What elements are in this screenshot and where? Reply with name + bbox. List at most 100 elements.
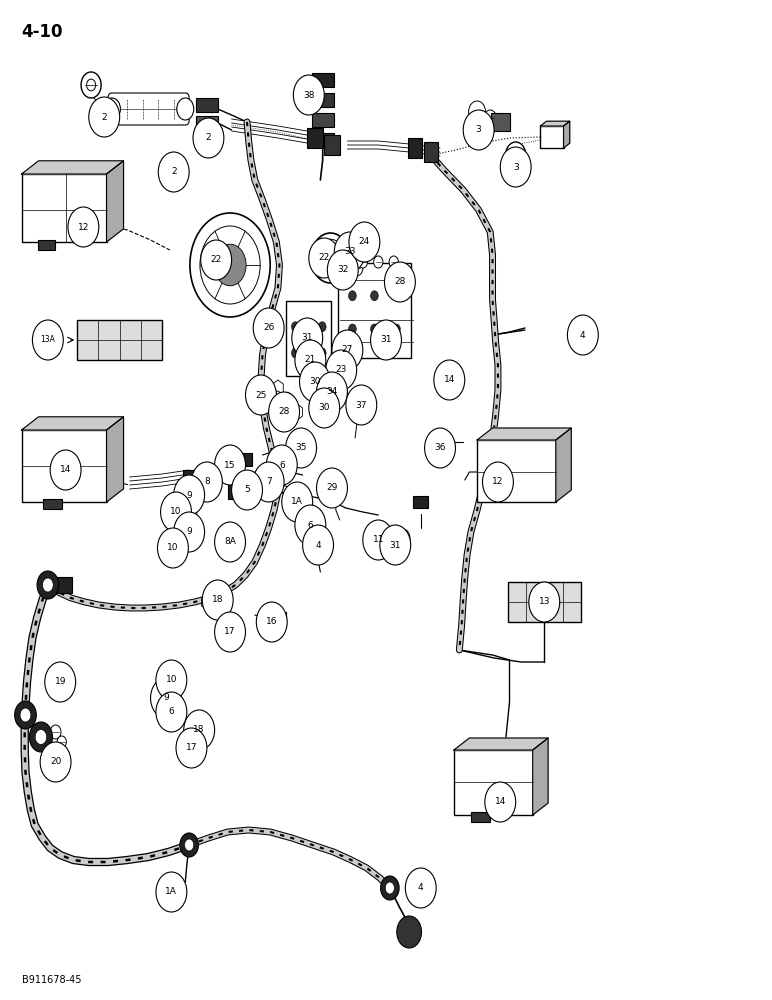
Text: 29: 29 <box>327 484 337 492</box>
Polygon shape <box>22 161 124 174</box>
Circle shape <box>156 692 187 732</box>
Text: 9: 9 <box>186 490 192 499</box>
Bar <box>477 440 556 502</box>
Polygon shape <box>201 594 212 610</box>
Text: 3: 3 <box>476 125 482 134</box>
Circle shape <box>286 428 317 468</box>
Circle shape <box>232 470 262 510</box>
Text: 14: 14 <box>495 798 506 806</box>
Bar <box>22 430 107 502</box>
Circle shape <box>346 385 377 425</box>
Polygon shape <box>273 380 283 396</box>
Circle shape <box>484 110 496 126</box>
Text: 35: 35 <box>296 444 306 452</box>
Circle shape <box>349 240 364 260</box>
Circle shape <box>292 318 323 358</box>
Circle shape <box>293 75 324 115</box>
Text: 4: 4 <box>580 330 586 340</box>
Text: 9: 9 <box>186 528 192 536</box>
Bar <box>312 133 334 147</box>
Circle shape <box>314 392 327 408</box>
Text: 4-10: 4-10 <box>22 23 63 41</box>
Text: 8: 8 <box>204 478 210 487</box>
Text: 3: 3 <box>513 162 519 172</box>
Circle shape <box>177 496 191 514</box>
Circle shape <box>363 520 394 560</box>
Circle shape <box>469 101 486 123</box>
Circle shape <box>89 97 120 137</box>
Polygon shape <box>392 535 401 549</box>
Circle shape <box>500 147 531 187</box>
Circle shape <box>151 678 181 718</box>
Text: 1A: 1A <box>165 888 178 896</box>
Text: 28: 28 <box>279 408 290 416</box>
Circle shape <box>425 428 455 468</box>
Circle shape <box>510 148 521 162</box>
Circle shape <box>326 400 338 416</box>
Text: 8A: 8A <box>224 538 236 546</box>
Text: 13: 13 <box>539 597 550 606</box>
Bar <box>508 582 581 622</box>
Bar <box>222 624 239 636</box>
Circle shape <box>380 525 411 565</box>
Circle shape <box>185 727 198 743</box>
Circle shape <box>253 462 284 502</box>
Bar <box>413 496 428 508</box>
Bar <box>491 113 510 131</box>
Circle shape <box>157 528 188 568</box>
Circle shape <box>259 379 273 397</box>
Bar <box>196 116 218 130</box>
Text: 37: 37 <box>356 400 367 410</box>
Text: 22: 22 <box>211 255 222 264</box>
Circle shape <box>32 320 63 360</box>
Circle shape <box>245 375 276 415</box>
Circle shape <box>318 322 326 332</box>
Circle shape <box>432 430 451 454</box>
Circle shape <box>567 315 598 355</box>
Circle shape <box>371 320 401 360</box>
Bar <box>43 499 63 509</box>
Circle shape <box>309 238 340 278</box>
Circle shape <box>202 580 233 620</box>
Polygon shape <box>107 417 124 502</box>
Bar <box>312 113 334 127</box>
Text: 34: 34 <box>327 387 337 396</box>
Circle shape <box>253 308 284 348</box>
Text: 10: 10 <box>166 676 177 684</box>
Bar <box>218 467 238 482</box>
Text: 2: 2 <box>171 167 177 176</box>
Text: 15: 15 <box>225 460 235 470</box>
Polygon shape <box>193 713 205 731</box>
Circle shape <box>396 529 410 547</box>
Bar <box>183 470 200 490</box>
Bar <box>324 135 340 155</box>
Text: 26: 26 <box>263 324 274 332</box>
Bar <box>454 750 533 815</box>
Circle shape <box>245 472 261 492</box>
Text: 10: 10 <box>168 544 178 552</box>
Circle shape <box>300 362 330 402</box>
Bar <box>424 142 438 162</box>
Bar <box>471 812 490 822</box>
Circle shape <box>158 152 189 192</box>
Circle shape <box>177 98 194 120</box>
Circle shape <box>392 291 401 301</box>
Polygon shape <box>477 428 571 440</box>
Polygon shape <box>292 404 303 420</box>
Circle shape <box>42 578 53 592</box>
Text: 36: 36 <box>435 444 445 452</box>
Circle shape <box>311 529 325 547</box>
Circle shape <box>506 142 526 168</box>
Text: 32: 32 <box>337 265 348 274</box>
Text: 30: 30 <box>310 377 320 386</box>
Circle shape <box>309 388 340 428</box>
Circle shape <box>303 513 317 531</box>
Circle shape <box>68 207 99 247</box>
Text: 18: 18 <box>194 726 205 734</box>
Text: 31: 31 <box>381 336 391 344</box>
Circle shape <box>405 868 436 908</box>
Circle shape <box>305 322 313 332</box>
Text: 5: 5 <box>244 486 250 494</box>
Circle shape <box>389 256 398 268</box>
Text: 13A: 13A <box>40 336 56 344</box>
